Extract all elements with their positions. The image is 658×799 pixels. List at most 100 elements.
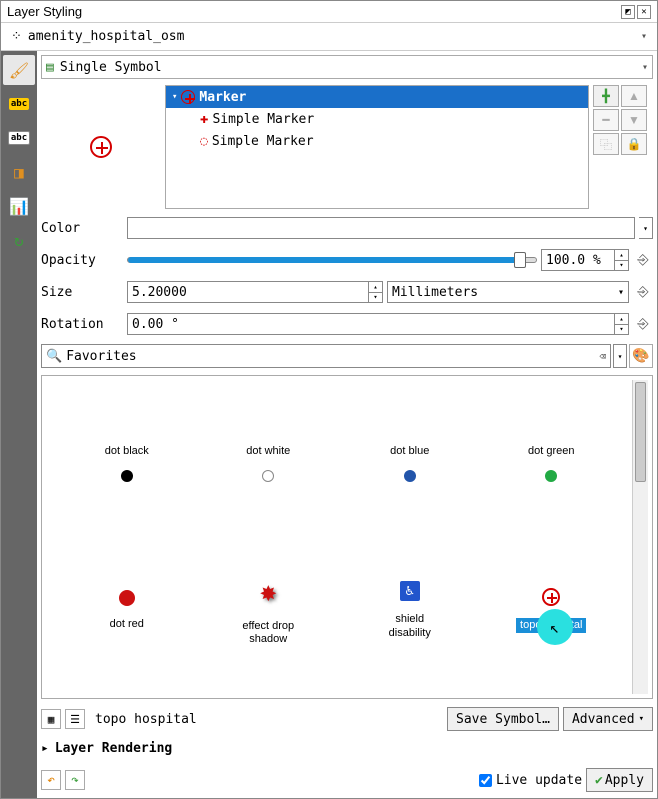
data-override-button[interactable]: ⎆ [633, 250, 653, 270]
opacity-value: 100.0 % [546, 253, 601, 268]
gallery-item[interactable]: topo hospital ↖ [481, 537, 623, 684]
gallery-label: dot green [528, 445, 574, 458]
masks-tab[interactable]: abc [3, 123, 35, 153]
rotation-spinbox[interactable]: 0.00 ° ▴▾ [127, 313, 629, 335]
live-update-label: Live update [496, 773, 582, 788]
gallery-label: effect drop shadow [242, 620, 294, 646]
symbol-gallery: dot black dot white dot blue dot green [41, 375, 653, 699]
scroll-thumb[interactable] [635, 382, 646, 482]
tree-buttons: ╋ ▲ ━ ▼ ⿻ 🔒 [593, 85, 653, 209]
gallery-label: dot blue [390, 445, 429, 458]
cube-icon: ◨ [14, 163, 24, 182]
add-layer-button[interactable]: ╋ [593, 85, 619, 107]
size-value: 5.20000 [132, 285, 187, 300]
move-down-button[interactable]: ▼ [621, 109, 647, 131]
advanced-button[interactable]: Advanced▾ [563, 707, 653, 731]
dot-red-icon [119, 590, 135, 606]
marker-icon [181, 90, 195, 104]
rotation-value: 0.00 ° [132, 317, 179, 332]
size-units-dropdown[interactable]: Millimeters ▾ [387, 281, 629, 303]
gallery-item[interactable]: dot blue [339, 390, 481, 537]
clear-icon[interactable]: ⌫ [599, 350, 606, 363]
panel-title: Layer Styling [7, 4, 621, 19]
data-override-button[interactable]: ⎆ [633, 282, 653, 302]
layer-rendering-section[interactable]: ▸ Layer Rendering [41, 739, 653, 758]
history-tab[interactable]: ↻ [3, 225, 35, 255]
gallery-item[interactable]: ✸ effect drop shadow [198, 537, 340, 684]
cross-icon: ✚ [200, 111, 208, 127]
topo-hospital-icon [542, 588, 560, 606]
undo-button[interactable]: ↶ [41, 770, 61, 790]
live-update-checkbox[interactable]: Live update [479, 773, 582, 788]
diagrams-tab[interactable]: 📊 [3, 191, 35, 221]
cursor-icon: ↖ [550, 618, 560, 637]
opacity-label: Opacity [41, 253, 123, 268]
gallery-item[interactable]: dot green [481, 390, 623, 537]
gallery-item[interactable]: dot red [56, 537, 198, 684]
dotted-marker-icon: ◌ [200, 134, 208, 149]
layer-selector-row: ⁘ amenity_hospital_osm ▾ [1, 23, 657, 51]
gallery-item[interactable]: ♿ shield disability [339, 537, 481, 684]
size-label: Size [41, 285, 123, 300]
brush-icon: 🖌 [9, 61, 29, 80]
save-symbol-button[interactable]: Save Symbol… [447, 707, 559, 731]
remove-layer-button[interactable]: ━ [593, 109, 619, 131]
layer-dropdown[interactable]: ⁘ amenity_hospital_osm ▾ [5, 26, 653, 48]
tree-item-simple-marker[interactable]: ✚ Simple Marker [166, 108, 588, 130]
data-override-button[interactable]: ⎆ [633, 314, 653, 334]
labels-tab[interactable]: abc [3, 89, 35, 119]
tree-item-simple-marker[interactable]: ◌ Simple Marker [166, 130, 588, 152]
symbol-preview [41, 85, 161, 209]
color-picker[interactable] [127, 217, 635, 239]
rotation-label: Rotation [41, 317, 123, 332]
gallery-item[interactable]: dot black [56, 390, 198, 537]
abc-icon: abc [9, 98, 29, 110]
tree-item-marker[interactable]: ▾ Marker [166, 86, 588, 108]
favorites-menu-button[interactable]: ▾ [613, 344, 627, 368]
chevron-down-icon: ▾ [642, 62, 648, 73]
dock-button[interactable]: ◩ [621, 5, 635, 19]
renderer-type: Single Symbol [60, 60, 162, 75]
expand-icon: ▾ [172, 92, 177, 102]
opacity-slider[interactable] [127, 257, 537, 263]
point-layer-icon: ⁘ [11, 29, 22, 44]
tree-label: Simple Marker [212, 112, 314, 127]
disability-icon: ♿ [400, 581, 420, 601]
renderer-dropdown[interactable]: ▤ Single Symbol ▾ [41, 55, 653, 79]
check-icon: ✔ [595, 773, 603, 788]
icon-view-button[interactable]: ▦ [41, 709, 61, 729]
single-symbol-icon: ▤ [46, 60, 54, 75]
section-title: Layer Rendering [55, 741, 172, 756]
chart-icon: 📊 [9, 197, 29, 216]
symbol-layer-tree[interactable]: ▾ Marker ✚ Simple Marker ◌ Simple Marker [165, 85, 589, 209]
list-view-button[interactable]: ☰ [65, 709, 85, 729]
lock-layer-button[interactable]: 🔒 [621, 133, 647, 155]
hospital-symbol-icon [90, 136, 112, 158]
slider-thumb[interactable] [514, 252, 526, 268]
size-spinbox[interactable]: 5.20000 ▴▾ [127, 281, 383, 303]
gallery-label: dot black [105, 445, 149, 458]
opacity-spinbox[interactable]: 100.0 % ▴▾ [541, 249, 629, 271]
units-value: Millimeters [392, 285, 478, 300]
main-content: ▤ Single Symbol ▾ ▾ Marker ✚ S [37, 51, 657, 798]
gallery-label: dot white [246, 445, 290, 458]
move-up-button[interactable]: ▲ [621, 85, 647, 107]
chevron-down-icon: ▾ [641, 31, 647, 42]
selected-symbol-name: topo hospital [95, 712, 197, 727]
gallery-item[interactable]: dot white [198, 390, 340, 537]
symbology-tab[interactable]: 🖌 [3, 55, 35, 85]
live-update-input[interactable] [479, 774, 492, 787]
3d-tab[interactable]: ◨ [3, 157, 35, 187]
color-menu-button[interactable]: ▾ [639, 217, 653, 239]
titlebar: Layer Styling ◩ ✕ [1, 1, 657, 23]
favorites-label: Favorites [66, 349, 136, 364]
apply-button[interactable]: ✔ Apply [586, 768, 653, 792]
redo-button[interactable]: ↷ [65, 770, 85, 790]
style-manager-button[interactable]: 🎨 [629, 344, 653, 368]
close-button[interactable]: ✕ [637, 5, 651, 19]
duplicate-layer-button[interactable]: ⿻ [593, 133, 619, 155]
favorites-filter[interactable]: 🔍 Favorites ⌫ [41, 344, 611, 368]
refresh-icon: ↻ [14, 231, 24, 250]
expand-icon: ▸ [41, 741, 49, 756]
gallery-scrollbar[interactable] [632, 380, 648, 694]
